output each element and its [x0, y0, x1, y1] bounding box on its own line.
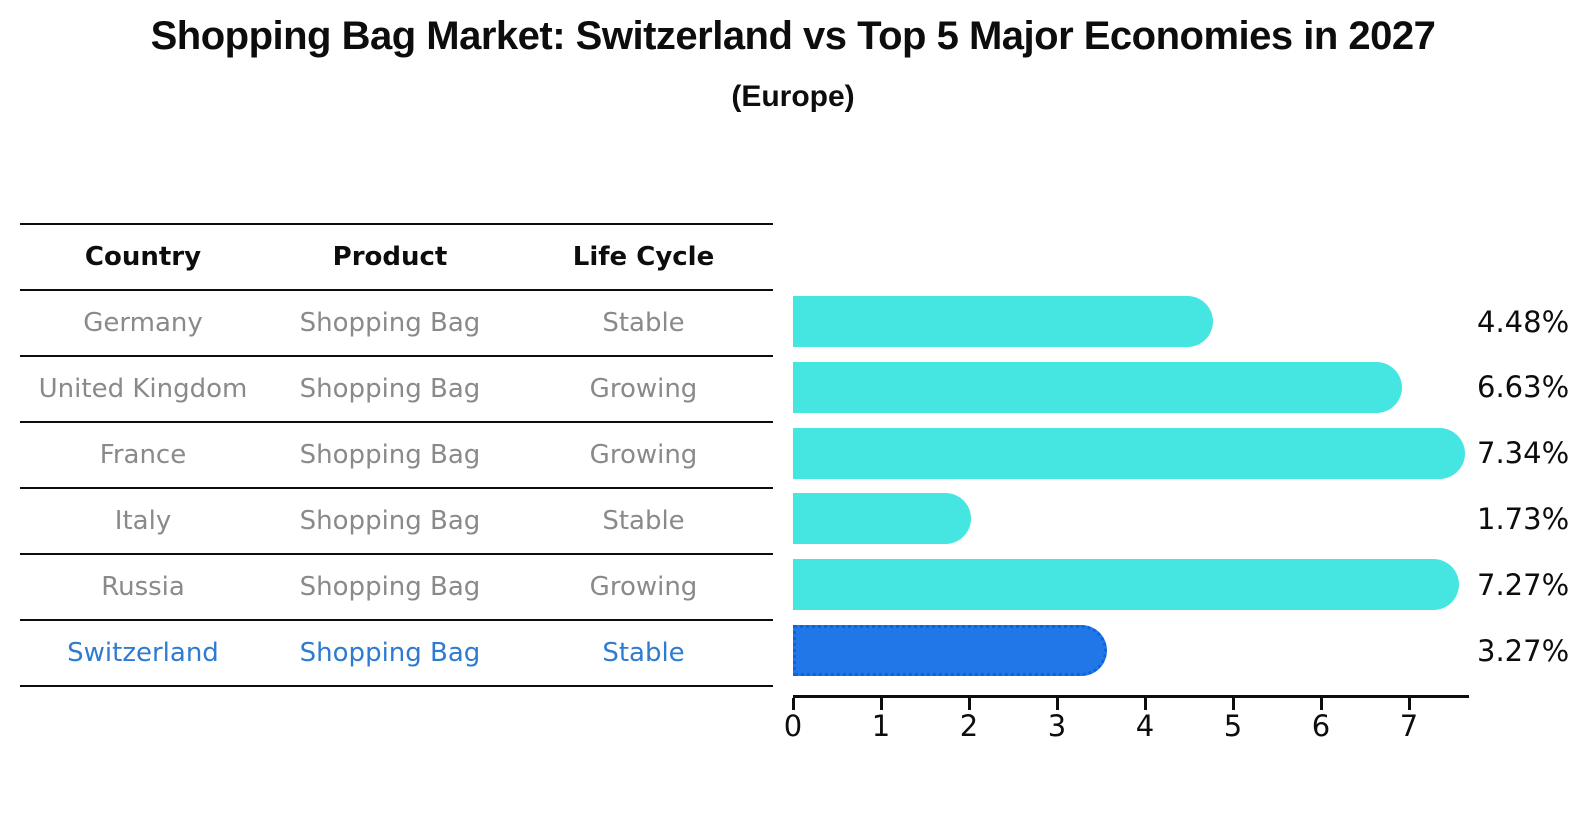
table-body: Germany Shopping Bag Stable United Kingdom S…: [20, 291, 773, 687]
product-cell: Shopping Bag: [299, 308, 481, 338]
country-cell: Italy: [114, 506, 172, 536]
x-axis-tick: [1056, 698, 1059, 710]
bar-russia: [793, 559, 1459, 611]
value-label: 6.63%: [1477, 370, 1570, 405]
country-cell: Russia: [101, 572, 185, 602]
bar-france: [793, 427, 1465, 479]
product-cell: Shopping Bag: [299, 638, 481, 668]
x-axis-tick: [1320, 698, 1323, 710]
x-tick-label: 6: [1311, 709, 1331, 743]
table-row: Switzerland Shopping Bag Stable: [20, 621, 773, 687]
value-label: 1.73%: [1477, 501, 1570, 536]
lifecycle-cell: Stable: [602, 308, 685, 338]
x-tick-label: 7: [1399, 709, 1419, 743]
x-tick-label: 3: [1047, 709, 1067, 743]
table-row: United Kingdom Shopping Bag Growing: [20, 357, 773, 423]
bar-united-kingdom: [793, 361, 1403, 413]
column-header-lifecycle: Life Cycle: [572, 242, 715, 272]
country-cell: United Kingdom: [38, 374, 248, 404]
lifecycle-cell: Growing: [589, 374, 698, 404]
lifecycle-cell: Stable: [602, 506, 685, 536]
country-cell: Switzerland: [67, 638, 219, 668]
table-row: Italy Shopping Bag Stable: [20, 489, 773, 555]
country-cell: Germany: [83, 308, 203, 338]
table-row: Russia Shopping Bag Growing: [20, 555, 773, 621]
lifecycle-cell: Stable: [602, 638, 685, 668]
x-tick-label: 4: [1135, 709, 1155, 743]
bar-germany: [793, 296, 1214, 347]
table-row: France Shopping Bag Growing: [20, 423, 773, 489]
x-axis-tick: [1144, 698, 1147, 710]
value-label: 4.48%: [1477, 304, 1570, 339]
product-cell: Shopping Bag: [299, 572, 481, 602]
highlight-bar-switzerland: [793, 625, 1107, 676]
country-table: Country Product Life Cycle Germany Shoppi…: [20, 223, 773, 687]
x-axis-tick: [1232, 698, 1235, 710]
chart-subtitle: (Europe): [731, 80, 855, 113]
chart-title: Shopping Bag Market: Switzerland vs Top …: [150, 14, 1436, 58]
column-header-country: Country: [84, 242, 202, 272]
x-tick-label: 1: [871, 709, 891, 743]
x-axis-line: [793, 695, 1469, 698]
x-tick-label: 2: [959, 709, 979, 743]
product-cell: Shopping Bag: [299, 506, 481, 536]
value-label: 7.34%: [1477, 436, 1570, 471]
lifecycle-cell: Growing: [589, 572, 698, 602]
product-cell: Shopping Bag: [299, 440, 481, 470]
x-tick-label: 0: [783, 709, 803, 743]
x-axis-tick: [968, 698, 971, 710]
x-axis-tick: [1408, 698, 1411, 710]
column-header-product: Product: [332, 242, 448, 272]
product-cell: Shopping Bag: [299, 374, 481, 404]
value-label: 3.27%: [1477, 633, 1570, 668]
country-cell: France: [99, 440, 187, 470]
x-tick-label: 5: [1223, 709, 1243, 743]
x-axis-tick: [880, 698, 883, 710]
table-row: Germany Shopping Bag Stable: [20, 291, 773, 357]
value-label: 7.27%: [1477, 567, 1570, 602]
lifecycle-cell: Growing: [589, 440, 698, 470]
bar-italy: [793, 493, 972, 545]
table-header-row: Country Product Life Cycle: [20, 225, 773, 291]
x-axis-tick: [792, 698, 795, 710]
